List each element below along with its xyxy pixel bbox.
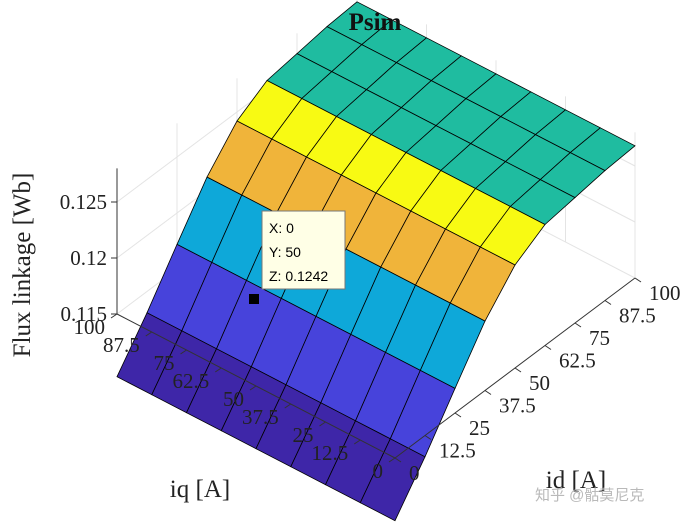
y-tick-mark [110, 313, 118, 319]
x-tick-mark [394, 457, 402, 463]
data-tip[interactable]: X: 0 Y: 50 Z: 0.1242 [249, 210, 346, 304]
x-axis-label: id [A] [546, 467, 606, 494]
y-tick-mark [145, 331, 153, 337]
x-tick-label: 50 [529, 371, 550, 395]
tick-labels: 012.52537.55062.57587.5100012.52537.5506… [60, 190, 681, 485]
y-tick-label: 0 [373, 459, 384, 483]
x-tick-label: 87.5 [619, 304, 656, 328]
x-tick-mark [454, 412, 462, 418]
z-axis-label: Flux linkage [Wb] [9, 173, 36, 358]
y-tick-label: 75 [154, 351, 175, 375]
y-tick-mark [249, 385, 257, 391]
y-tick-label: 25 [293, 423, 314, 447]
z-tick-label: 0.12 [70, 246, 107, 270]
x-tick-label: 75 [589, 326, 610, 350]
flux-surface [116, 1, 636, 522]
y-tick-label: 12.5 [312, 441, 349, 465]
x-tick-mark [544, 345, 552, 350]
data-tip-z: Z: 0.1242 [269, 268, 328, 284]
x-tick-label: 37.5 [499, 394, 536, 418]
x-tick-label: 12.5 [439, 439, 476, 463]
y-tick-mark [284, 403, 292, 409]
y-tick-mark [388, 457, 396, 463]
x-tick-mark [484, 390, 492, 395]
z-tick-label: 0.115 [61, 302, 107, 326]
x-tick-mark [514, 367, 522, 373]
surface-patch [359, 438, 426, 522]
y-tick-label: 37.5 [242, 405, 279, 429]
watermark: 知乎 @骷莫尼克 [535, 487, 644, 504]
y-tick-label: 87.5 [103, 333, 140, 357]
y-tick-mark [214, 367, 222, 373]
x-tick-label: 100 [649, 281, 681, 305]
x-tick-mark [574, 322, 582, 328]
y-tick-mark [319, 421, 326, 427]
x-tick-label: 0 [409, 461, 420, 485]
x-tick-mark [424, 435, 432, 440]
data-tip-box [261, 210, 346, 290]
z-tick-label: 0.125 [60, 190, 107, 214]
y-tick-label: 62.5 [173, 369, 210, 393]
y-tick-mark [353, 439, 361, 445]
x-tick-mark [604, 300, 612, 305]
data-tip-marker[interactable] [249, 294, 259, 304]
y-tick-label: 50 [223, 387, 244, 411]
axes-frame [110, 168, 642, 463]
data-tip-x: X: 0 [269, 220, 294, 236]
y-tick-mark [180, 349, 187, 355]
chart-title: Psim [349, 9, 402, 36]
y-axis-label: iq [A] [170, 476, 230, 503]
x-tick-mark [634, 277, 642, 283]
x-tick-label: 62.5 [559, 349, 596, 373]
data-tip-y: Y: 50 [269, 244, 301, 260]
y-tick-label: 100 [74, 315, 106, 339]
x-tick-label: 25 [469, 416, 490, 440]
